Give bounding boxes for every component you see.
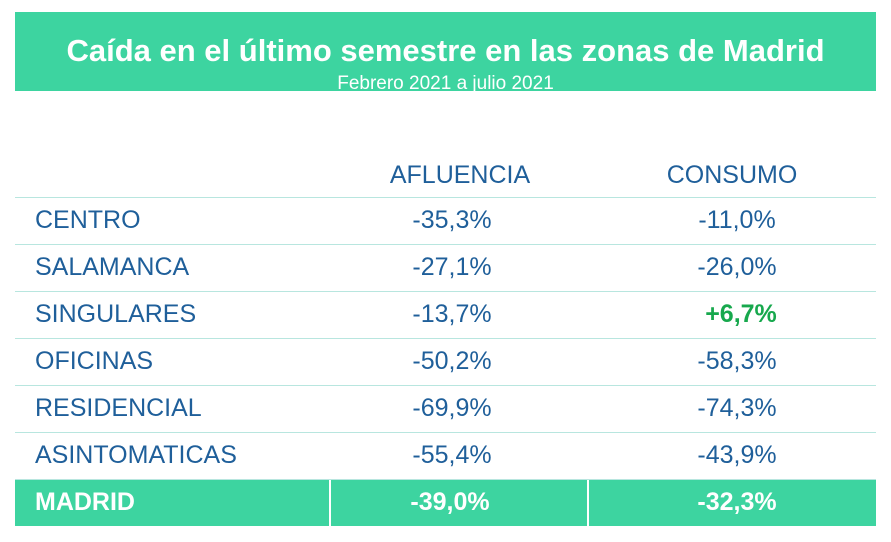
zone-label: SINGULARES bbox=[35, 300, 197, 328]
afluencia-value: -50,2% bbox=[412, 347, 492, 375]
zone-label: SALAMANCA bbox=[35, 253, 190, 281]
total-consumo-value: -32,3% bbox=[697, 488, 777, 516]
total-cell-afluencia bbox=[331, 480, 587, 526]
consumo-value: -58,3% bbox=[697, 347, 777, 375]
zone-label: RESIDENCIAL bbox=[35, 394, 202, 422]
consumo-value: -74,3% bbox=[697, 394, 777, 422]
table-row: ASINTOMATICAS -55,4% -43,9% bbox=[15, 433, 876, 480]
table-row: SALAMANCA -27,1% -26,0% bbox=[15, 245, 876, 292]
afluencia-value: -13,7% bbox=[412, 300, 492, 328]
afluencia-value: -55,4% bbox=[412, 441, 492, 469]
consumo-value: -26,0% bbox=[697, 253, 777, 281]
afluencia-value: -27,1% bbox=[412, 253, 492, 281]
chart-title: Caída en el último semestre en las zonas… bbox=[66, 33, 825, 68]
total-cell-zone bbox=[15, 480, 329, 526]
table-row: CENTRO -35,3% -11,0% bbox=[15, 198, 876, 245]
consumo-value-positive: +6,7% bbox=[705, 300, 777, 328]
column-header-consumo: CONSUMO bbox=[666, 161, 798, 189]
total-zone-label: MADRID bbox=[35, 488, 135, 516]
consumo-value: -11,0% bbox=[698, 206, 776, 234]
title-banner: Caída en el último semestre en las zonas… bbox=[15, 12, 876, 94]
table-row: RESIDENCIAL -69,9% -74,3% bbox=[15, 386, 876, 433]
afluencia-value: -35,3% bbox=[412, 206, 492, 234]
zone-label: CENTRO bbox=[35, 206, 141, 234]
zone-label: OFICINAS bbox=[35, 347, 154, 375]
consumo-value: -43,9% bbox=[697, 441, 777, 469]
column-header-afluencia: AFLUENCIA bbox=[389, 161, 531, 189]
total-afluencia-value: -39,0% bbox=[410, 488, 490, 516]
total-cell-consumo bbox=[589, 480, 876, 526]
table-header: AFLUENCIA CONSUMO bbox=[15, 154, 876, 198]
zone-label: ASINTOMATICAS bbox=[35, 441, 237, 469]
chart-subtitle: Febrero 2021 a julio 2021 bbox=[337, 73, 554, 94]
afluencia-value: -69,9% bbox=[412, 394, 492, 422]
data-table: AFLUENCIA CONSUMO CENTRO -35,3% -11,0% S… bbox=[15, 154, 876, 526]
total-row: MADRID -39,0% -32,3% bbox=[15, 480, 876, 526]
table-row: OFICINAS -50,2% -58,3% bbox=[15, 339, 876, 386]
table-row: SINGULARES -13,7% +6,7% bbox=[15, 292, 876, 339]
